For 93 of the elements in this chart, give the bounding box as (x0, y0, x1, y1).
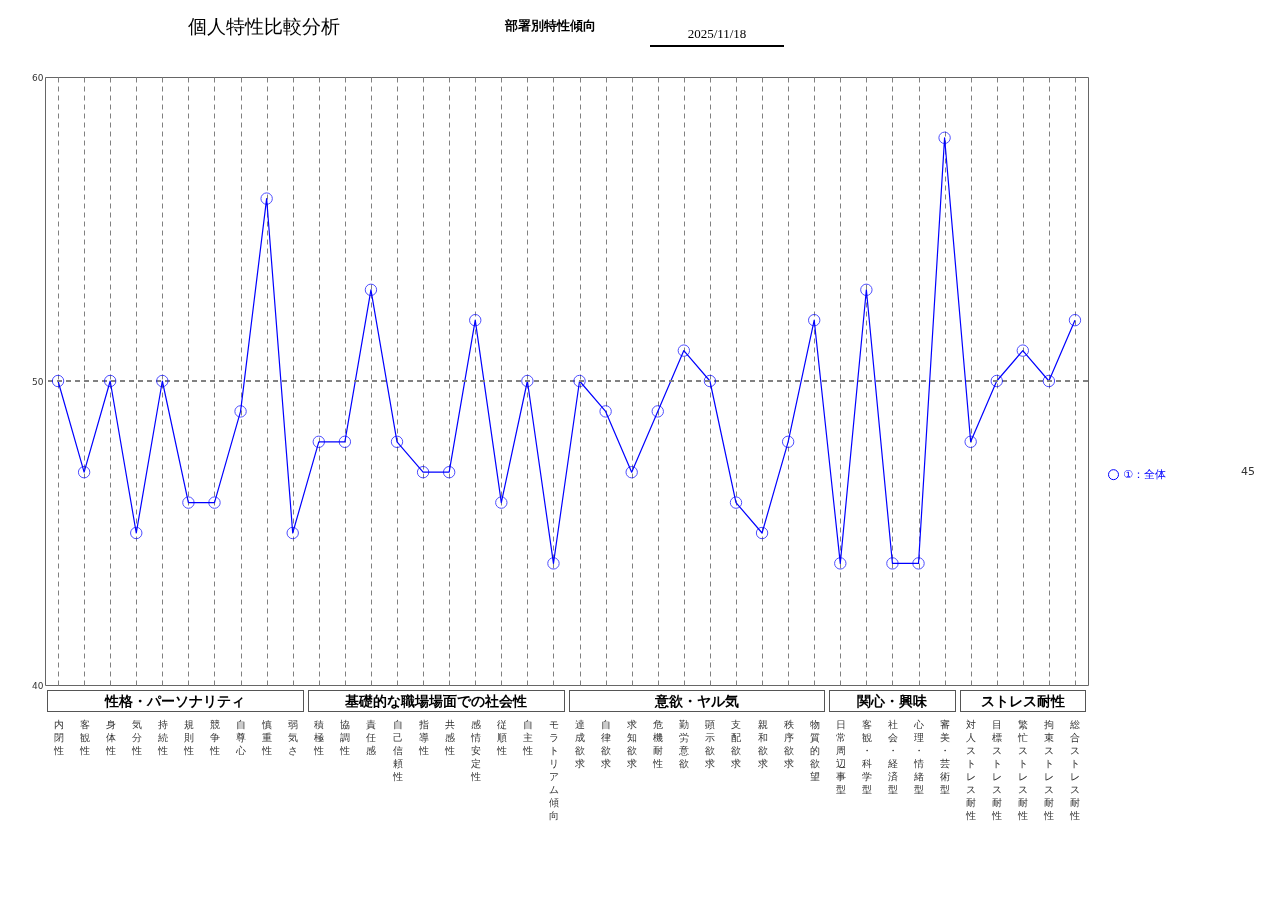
point (573, 374, 586, 388)
point (234, 405, 247, 418)
point (808, 314, 821, 327)
text: ストレス耐性 (959, 690, 1086, 712)
point (1042, 374, 1056, 388)
point (703, 374, 717, 388)
point (182, 496, 195, 509)
x-tick-label: 達成欲求 (575, 718, 586, 769)
x-tick-label: 自尊心 (235, 718, 247, 756)
point (781, 435, 795, 448)
x-tick-label: 客観・科学型 (861, 718, 872, 795)
x-tick-label: 親和欲求 (757, 718, 768, 769)
point (51, 374, 65, 388)
point (599, 405, 612, 418)
point (495, 496, 508, 509)
point (964, 435, 977, 448)
x-tick-label: 感情安定性 (469, 718, 481, 782)
y-tick-label: 50 (32, 376, 44, 387)
point (103, 374, 117, 388)
point (77, 466, 91, 479)
point (469, 314, 482, 327)
text: 45 (1240, 465, 1255, 478)
x-tick-label: 自主性 (521, 718, 533, 756)
point (338, 435, 352, 448)
x-tick-label: 日常周辺事型 (835, 718, 846, 795)
x-tick-label: 積極性 (313, 718, 325, 756)
point (834, 557, 847, 570)
x-tick-label: 危機耐性 (652, 718, 664, 769)
y-tick-label: 40 (32, 680, 44, 691)
point (886, 557, 899, 570)
point (442, 466, 456, 479)
x-tick-label: 顕示欲求 (704, 718, 716, 769)
point (1068, 314, 1082, 327)
y-tick-label: 60 (32, 72, 44, 83)
point (312, 435, 325, 448)
point (1016, 344, 1030, 357)
x-tick-label: 身体性 (104, 718, 116, 756)
point (364, 283, 378, 296)
x-tick-label: 支配欲求 (731, 718, 742, 769)
legend-label: ①：全体 (1123, 467, 1166, 481)
text: 基礎的な職場場面での社会性 (307, 690, 565, 712)
x-tick-label: 対人ストレス耐性 (965, 718, 977, 821)
x-tick-label: 協調性 (339, 718, 351, 756)
point (677, 344, 691, 357)
x-tick-label: 責任感 (365, 718, 377, 756)
point (390, 435, 404, 448)
x-tick-label: 審美・芸術型 (940, 718, 951, 795)
point (625, 466, 638, 479)
text: 性格・パーソナリティ (47, 690, 304, 712)
x-tick-label: 共感性 (443, 718, 455, 756)
point (156, 374, 169, 388)
x-tick-label: 気分性 (130, 718, 142, 756)
point (130, 526, 143, 540)
point (260, 192, 273, 205)
x-tick-label: 繁忙ストレス耐性 (1017, 718, 1029, 821)
x-tick-label: モラトリアム傾向 (548, 718, 559, 821)
x-tick-label: 規則性 (182, 718, 194, 756)
x-tick-label: 内閉性 (52, 718, 64, 756)
x-tick-label: 拘束ストレス耐性 (1043, 718, 1055, 821)
x-tick-label: 求知欲求 (627, 718, 638, 769)
x-tick-label: 指導性 (417, 718, 429, 756)
text: 2025/11/18 (650, 26, 784, 47)
point (729, 496, 743, 509)
text: 関心・興味 (829, 690, 956, 712)
x-tick-label: 社会・経済型 (886, 718, 898, 795)
point (755, 526, 769, 540)
x-tick-label: 弱気さ (288, 718, 299, 756)
x-tick-label: 目標ストレス耐性 (991, 718, 1003, 821)
point (521, 374, 534, 388)
point (286, 526, 299, 540)
x-tick-label: 総合ストレス耐性 (1069, 718, 1081, 821)
x-tick-label: 客観性 (78, 718, 90, 756)
text: 意欲・ヤル気 (568, 690, 826, 712)
point (912, 557, 925, 570)
point (547, 557, 560, 570)
chart-subtitle: 部署別特性傾向 (505, 17, 596, 35)
x-tick-label: 慎重性 (261, 718, 273, 756)
point (416, 466, 430, 479)
point (938, 131, 951, 144)
chart-title: 個人特性比較分析 (188, 15, 340, 39)
point (860, 283, 873, 296)
x-tick-label: 持続性 (156, 718, 168, 756)
x-tick-label: 従順性 (495, 718, 507, 756)
x-tick-label: 自己信頼性 (391, 718, 403, 782)
point (208, 496, 221, 509)
x-tick-label: 秩序欲求 (783, 718, 794, 769)
x-tick-label: 心理・情緒型 (913, 718, 925, 795)
x-tick-label: 勤労意欲 (678, 718, 690, 769)
point (651, 405, 664, 418)
x-tick-label: 競争性 (208, 718, 220, 756)
point (990, 374, 1003, 388)
x-tick-label: 物質的欲望 (809, 718, 820, 782)
x-tick-label: 自律欲求 (601, 718, 612, 769)
